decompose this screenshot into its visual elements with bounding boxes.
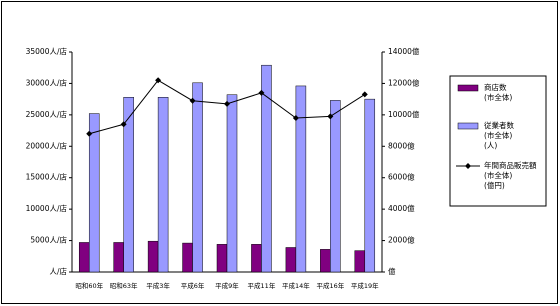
bar (123, 97, 134, 273)
legend-swatch (465, 163, 471, 169)
x-tick-label: 平成14年 (282, 281, 310, 290)
line-marker (258, 89, 265, 96)
bar (113, 242, 124, 273)
bar (330, 100, 341, 273)
line-marker (86, 130, 93, 137)
bar (295, 85, 307, 273)
legend-swatch (457, 122, 479, 130)
x-tick-label: 昭和60年 (75, 281, 103, 290)
bar (261, 64, 272, 273)
y2-tick-label: 10000億 (388, 109, 420, 119)
y-tick-label: 30000人/店 (26, 77, 68, 87)
bar (226, 94, 238, 273)
legend-swatch (457, 84, 479, 92)
legend-label: 年間商品販売額 (市全体) (億円) (484, 161, 537, 190)
x-tick-label: 平成19年 (351, 281, 379, 290)
line-marker (361, 91, 368, 98)
y2-tick-label: 14000億 (388, 46, 420, 56)
y-tick-label: 35000人/店 (26, 46, 68, 56)
y-tick-label: 5000人/店 (30, 235, 67, 245)
y-tick-label: 25000人/店 (26, 109, 68, 119)
y2-tick-label: 6000億 (388, 172, 415, 182)
y2-tick-label: 2000億 (388, 235, 415, 245)
line-marker (189, 97, 196, 104)
bar (88, 113, 100, 273)
y2-tick-label: 12000億 (388, 77, 420, 87)
x-tick-label: 平成3年 (146, 281, 170, 290)
legend-label: 従業者数 (市全体) (人) (484, 121, 514, 150)
y2-tick-label: 億 (388, 266, 396, 276)
line-marker (327, 113, 334, 120)
y-tick-label: 20000人/店 (26, 140, 68, 150)
bar (320, 249, 331, 273)
y2-tick-label: 8000億 (388, 140, 415, 150)
bar (157, 97, 169, 273)
y-tick-label: 15000人/店 (26, 172, 68, 182)
y2-tick-label: 4000億 (388, 203, 415, 213)
bar (78, 242, 90, 273)
bar (364, 98, 376, 273)
line-marker (224, 100, 230, 107)
bar (251, 244, 262, 273)
x-tick-label: 平成11年 (248, 281, 276, 290)
bar (216, 244, 228, 273)
line-marker (155, 77, 162, 84)
bar (182, 242, 193, 273)
bar (285, 247, 297, 273)
x-tick-label: 平成16年 (316, 281, 344, 290)
bar (354, 250, 366, 273)
x-tick-label: 平成9年 (215, 281, 239, 290)
y-tick-label: 10000人/店 (26, 203, 68, 213)
line-marker (120, 121, 127, 128)
bar (147, 240, 159, 273)
x-tick-label: 平成6年 (181, 281, 205, 290)
y-tick-label: 人/店 (49, 266, 67, 276)
legend-label: 商店数 (市全体) (484, 83, 513, 102)
bar (192, 82, 203, 273)
legend-box (449, 75, 547, 207)
line-marker (292, 115, 299, 121)
x-tick-label: 昭和63年 (110, 281, 138, 290)
